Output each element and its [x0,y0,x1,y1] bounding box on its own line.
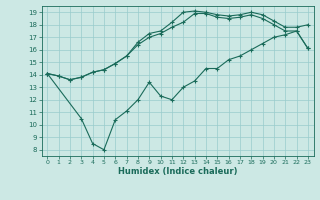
X-axis label: Humidex (Indice chaleur): Humidex (Indice chaleur) [118,167,237,176]
